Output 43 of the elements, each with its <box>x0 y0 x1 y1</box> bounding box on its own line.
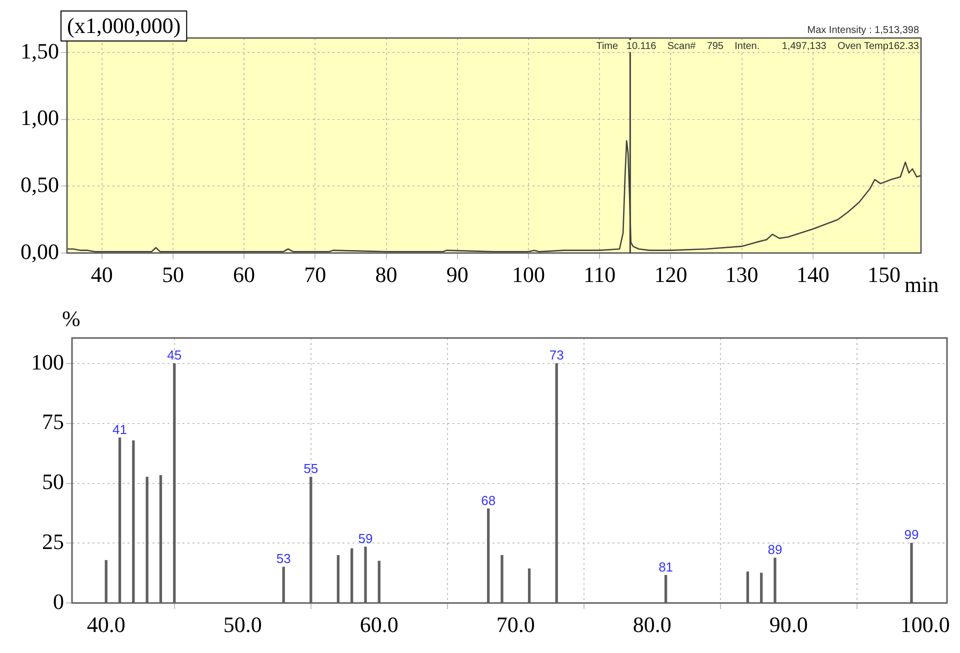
y-tick-label: 50 <box>42 469 64 494</box>
text: Max Intensity : 1,513,398 <box>807 24 920 36</box>
y-tick-label: 0,00 <box>20 238 59 264</box>
annotation: 81 <box>658 559 674 574</box>
x-tick-label: 80 <box>375 262 398 287</box>
annotation: Time 10.116 Scan# 795 Inten. 1,497,133 Oven Temp162.33 <box>596 40 920 52</box>
x-tick-label: 140 <box>796 262 830 287</box>
x-tick-label: 100.0 <box>900 612 950 637</box>
annotation: 59 <box>358 531 373 546</box>
x-tick-label: 90 <box>446 262 468 287</box>
x-tick-label: 60 <box>233 262 256 287</box>
y-tick-label: 0,50 <box>20 172 59 198</box>
x-tick-label: 110 <box>584 262 616 287</box>
y-tick-label: 1,50 <box>20 38 59 64</box>
y-axis-title: (x1,000,000) <box>67 12 181 38</box>
annotation: 55 <box>304 461 318 476</box>
y-tick-label: 100 <box>31 349 64 374</box>
y-tick-label: 0 <box>53 588 64 614</box>
x-tick-label: 90.0 <box>769 612 808 637</box>
y-axis-title: % <box>62 306 80 331</box>
x-tick-label: 150 <box>868 262 901 287</box>
annotation: 41 <box>112 422 128 437</box>
x-tick-label: 130 <box>725 262 758 287</box>
x-axis-title: min <box>904 272 939 297</box>
x-tick-label: 40 <box>90 262 113 287</box>
annotation: 68 <box>481 492 496 508</box>
annotation: 45 <box>167 348 182 363</box>
x-tick-label: 100 <box>512 262 545 287</box>
annotation: 99 <box>904 527 919 542</box>
y-tick-label: 75 <box>42 409 64 434</box>
annotation: 53 <box>276 551 291 566</box>
x-tick-label: 40.0 <box>86 612 126 637</box>
x-tick-label: 50 <box>162 262 184 287</box>
x-tick-label: 70.0 <box>496 612 535 637</box>
y-tick-label: 1,00 <box>20 105 59 130</box>
x-tick-label: 80.0 <box>632 612 672 637</box>
x-tick-label: 60.0 <box>360 612 398 637</box>
annotation: 89 <box>768 542 782 558</box>
x-tick-label: 120 <box>654 262 688 287</box>
y-tick-label: 25 <box>42 528 64 554</box>
annotation: 73 <box>549 348 564 363</box>
x-tick-label: 50.0 <box>223 612 262 637</box>
x-tick-label: 70 <box>304 262 326 287</box>
